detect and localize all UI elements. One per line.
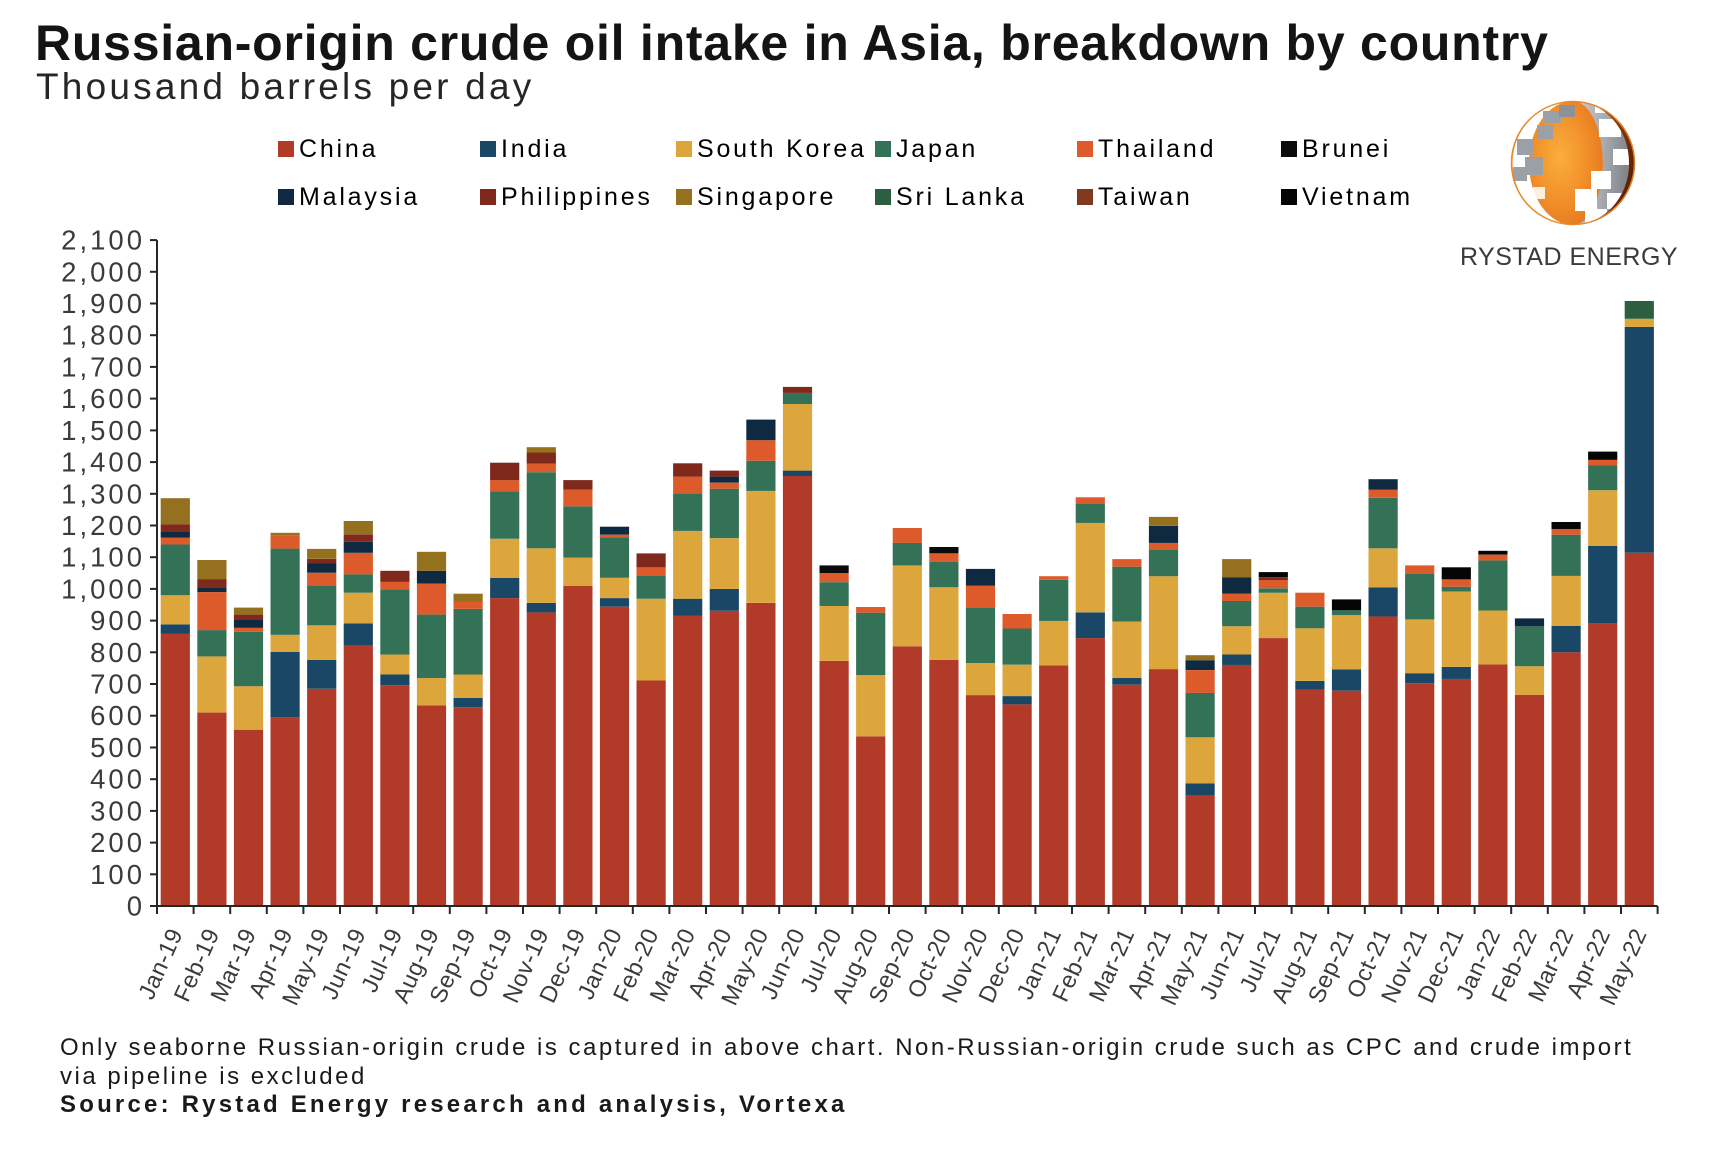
svg-text:1,600: 1,600 bbox=[61, 383, 145, 414]
svg-text:1,800: 1,800 bbox=[61, 320, 145, 351]
svg-text:200: 200 bbox=[90, 827, 145, 858]
svg-text:2,100: 2,100 bbox=[61, 225, 145, 256]
svg-text:1,000: 1,000 bbox=[61, 573, 145, 604]
svg-text:RYSTAD ENERGY: RYSTAD ENERGY bbox=[1460, 243, 1678, 271]
svg-text:700: 700 bbox=[90, 669, 145, 700]
svg-text:1,300: 1,300 bbox=[61, 478, 145, 509]
svg-text:600: 600 bbox=[90, 700, 145, 731]
svg-text:0: 0 bbox=[127, 891, 145, 922]
svg-text:1,200: 1,200 bbox=[61, 510, 145, 541]
svg-text:400: 400 bbox=[90, 764, 145, 795]
svg-text:800: 800 bbox=[90, 637, 145, 668]
svg-text:1,900: 1,900 bbox=[61, 288, 145, 319]
svg-text:1,100: 1,100 bbox=[61, 542, 145, 573]
svg-text:1,500: 1,500 bbox=[61, 415, 145, 446]
svg-text:2,000: 2,000 bbox=[61, 256, 145, 287]
svg-text:1,700: 1,700 bbox=[61, 351, 145, 382]
svg-text:900: 900 bbox=[90, 605, 145, 636]
svg-text:100: 100 bbox=[90, 859, 145, 890]
svg-text:1,400: 1,400 bbox=[61, 447, 145, 478]
svg-text:300: 300 bbox=[90, 795, 145, 826]
svg-text:500: 500 bbox=[90, 732, 145, 763]
